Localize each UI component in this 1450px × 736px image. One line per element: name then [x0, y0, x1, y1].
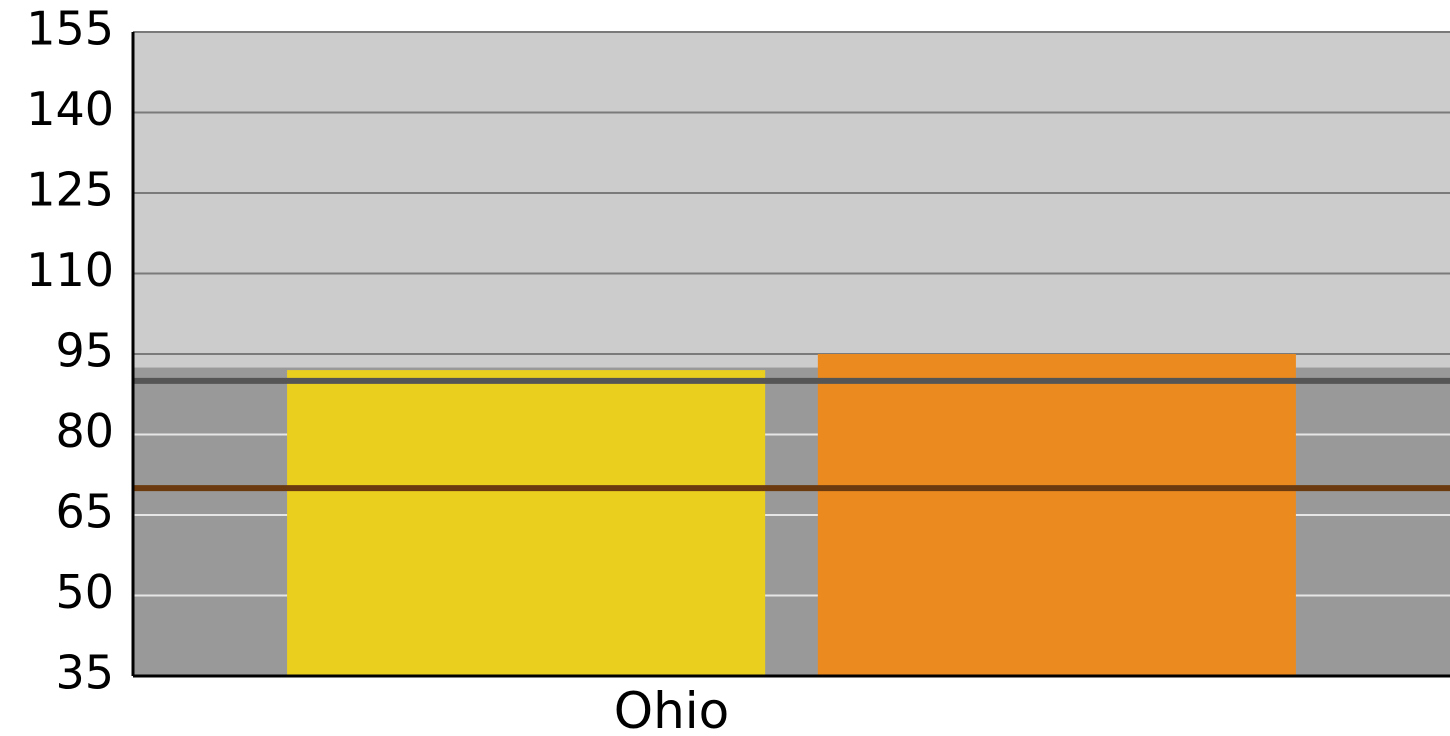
y-tick-label-155: 155 [26, 2, 114, 56]
bars [287, 354, 1296, 676]
y-tick-label-65: 65 [55, 485, 114, 539]
x-category-label-ohio: Ohio [614, 682, 730, 736]
background-band-1 [133, 32, 1450, 368]
y-tick-label-125: 125 [26, 163, 114, 217]
bar-ohio-series-1 [287, 370, 766, 676]
y-tick-label-35: 35 [55, 646, 114, 700]
y-tick-label-140: 140 [26, 82, 114, 136]
reference-lines [133, 377, 1450, 492]
y-tick-label-50: 50 [55, 565, 114, 619]
y-tick-labels: 35 50 65 80 95 110 125 140 155 [26, 2, 114, 700]
y-tick-label-95: 95 [55, 324, 114, 378]
y-tick-label-110: 110 [26, 243, 114, 297]
y-tick-label-80: 80 [55, 404, 114, 458]
x-category-labels: Ohio [614, 682, 730, 736]
bar-ohio-series-2 [817, 354, 1296, 676]
axes [131, 32, 1450, 678]
